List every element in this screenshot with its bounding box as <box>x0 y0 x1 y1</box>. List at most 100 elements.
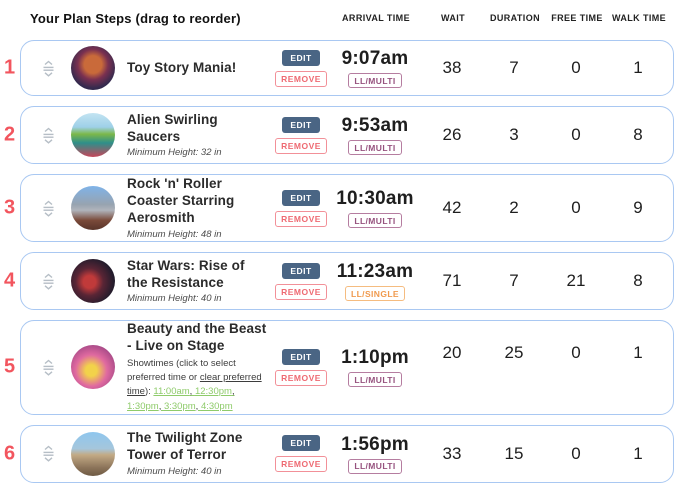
plan-step-card: Star Wars: Rise of the Resistance Minimu… <box>20 252 674 310</box>
plan-step-row: 4 Star Wars: Rise of the Resistance Mini… <box>20 252 674 310</box>
plan-step-row: 5 Beauty and the Beast - Live on Stage S… <box>20 320 674 415</box>
walk-time-value: 9 <box>607 198 669 218</box>
free-time-value: 21 <box>545 271 607 291</box>
edit-button[interactable]: EDIT <box>282 50 319 66</box>
arrival-time: 10:30am <box>336 188 413 210</box>
remove-button[interactable]: REMOVE <box>275 138 327 154</box>
duration-value: 15 <box>483 444 545 464</box>
lightning-lane-badge: LL/MULTI <box>348 372 401 387</box>
attraction-photo <box>71 432 115 476</box>
arrival-time: 1:10pm <box>341 347 409 369</box>
showtime-link[interactable]: 1:30pm <box>127 401 164 412</box>
duration-value: 2 <box>483 198 545 218</box>
drag-handle-icon[interactable] <box>31 273 65 290</box>
showtime-link[interactable]: 3:30pm <box>164 401 201 412</box>
remove-button[interactable]: REMOVE <box>275 71 327 87</box>
walk-time-value: 1 <box>607 444 669 464</box>
plan-step-card: Rock 'n' Roller Coaster Starring Aerosmi… <box>20 174 674 242</box>
arrival-time: 9:53am <box>342 115 409 137</box>
duration-value: 7 <box>483 58 545 78</box>
attraction-name: The Twilight Zone Tower of Terror <box>127 430 267 464</box>
step-number: 2 <box>4 124 15 147</box>
showtime-link[interactable]: 11:00am <box>153 386 195 397</box>
plan-step-card: Toy Story Mania! EDIT REMOVE 9:07am LL/M… <box>20 40 674 96</box>
edit-button[interactable]: EDIT <box>282 435 319 451</box>
lightning-lane-badge: LL/MULTI <box>348 73 401 88</box>
duration-value: 3 <box>483 125 545 145</box>
edit-button[interactable]: EDIT <box>282 190 319 206</box>
attraction-name: Rock 'n' Roller Coaster Starring Aerosmi… <box>127 176 267 227</box>
duration-value: 25 <box>483 343 545 363</box>
plan-step-card: Beauty and the Beast - Live on Stage Sho… <box>20 320 674 415</box>
edit-button[interactable]: EDIT <box>282 117 319 133</box>
lightning-lane-badge: LL/MULTI <box>348 459 401 474</box>
duration-value: 7 <box>483 271 545 291</box>
plan-step-row: 6 The Twilight Zone Tower of Terror Mini… <box>20 425 674 483</box>
step-number: 4 <box>4 270 15 293</box>
step-number: 5 <box>4 356 15 379</box>
wait-value: 71 <box>421 271 483 291</box>
showtimes-text: Showtimes (click to select preferred tim… <box>127 357 267 414</box>
edit-button[interactable]: EDIT <box>282 263 319 279</box>
free-time-value: 0 <box>545 58 607 78</box>
attraction-name: Beauty and the Beast - Live on Stage <box>127 321 267 355</box>
drag-handle-icon[interactable] <box>31 60 65 77</box>
plan-steps-panel: Your Plan Steps (drag to reorder) ARRIVA… <box>0 0 690 483</box>
wait-value: 42 <box>421 198 483 218</box>
plan-step-card: Alien Swirling Saucers Minimum Height: 3… <box>20 106 674 164</box>
attraction-name: Star Wars: Rise of the Resistance <box>127 258 267 292</box>
edit-button[interactable]: EDIT <box>282 349 319 365</box>
step-number: 6 <box>4 442 15 465</box>
attraction-name: Alien Swirling Saucers <box>127 112 267 146</box>
showtime-link[interactable]: 12:30pm <box>195 386 235 397</box>
plan-step-card: The Twilight Zone Tower of Terror Minimu… <box>20 425 674 483</box>
minimum-height-label: Minimum Height: 32 in <box>127 147 267 158</box>
remove-button[interactable]: REMOVE <box>275 211 327 227</box>
plan-step-row: 1 Toy Story Mania! EDIT REMOVE 9:07am LL… <box>20 40 674 96</box>
arrival-time: 11:23am <box>337 261 413 283</box>
column-header-duration: DURATION <box>484 13 546 23</box>
plan-step-row: 3 Rock 'n' Roller Coaster Starring Aeros… <box>20 174 674 242</box>
lightning-lane-badge: LL/MULTI <box>348 140 401 155</box>
lightning-lane-badge: LL/MULTI <box>348 213 401 228</box>
free-time-value: 0 <box>545 444 607 464</box>
walk-time-value: 8 <box>607 271 669 291</box>
page-title: Your Plan Steps (drag to reorder) <box>30 11 330 26</box>
free-time-value: 0 <box>545 343 607 363</box>
column-header-wait: WAIT <box>422 13 484 23</box>
wait-value: 33 <box>421 444 483 464</box>
column-header-arrival-time: ARRIVAL TIME <box>330 13 422 23</box>
drag-handle-icon[interactable] <box>31 127 65 144</box>
drag-handle-icon[interactable] <box>31 445 65 462</box>
wait-value: 20 <box>421 343 483 363</box>
walk-time-value: 1 <box>607 343 669 363</box>
free-time-value: 0 <box>545 198 607 218</box>
table-header: Your Plan Steps (drag to reorder) ARRIVA… <box>20 6 674 28</box>
walk-time-value: 8 <box>607 125 669 145</box>
minimum-height-label: Minimum Height: 48 in <box>127 229 267 240</box>
arrival-time: 9:07am <box>342 48 409 70</box>
drag-handle-icon[interactable] <box>31 200 65 217</box>
walk-time-value: 1 <box>607 58 669 78</box>
plan-step-row: 2 Alien Swirling Saucers Minimum Height:… <box>20 106 674 164</box>
attraction-photo <box>71 113 115 157</box>
wait-value: 26 <box>421 125 483 145</box>
arrival-time: 1:56pm <box>341 434 409 456</box>
wait-value: 38 <box>421 58 483 78</box>
lightning-lane-badge: LL/SINGLE <box>345 286 405 301</box>
attraction-name: Toy Story Mania! <box>127 60 267 77</box>
attraction-photo <box>71 46 115 90</box>
free-time-value: 0 <box>545 125 607 145</box>
step-number: 1 <box>4 57 15 80</box>
attraction-photo <box>71 345 115 389</box>
attraction-photo <box>71 186 115 230</box>
remove-button[interactable]: REMOVE <box>275 370 327 386</box>
column-header-free-time: FREE TIME <box>546 13 608 23</box>
showtime-link[interactable]: 4:30pm <box>201 401 233 412</box>
column-header-walk-time: WALK TIME <box>608 13 670 23</box>
drag-handle-icon[interactable] <box>31 359 65 376</box>
attraction-photo <box>71 259 115 303</box>
minimum-height-label: Minimum Height: 40 in <box>127 293 267 304</box>
remove-button[interactable]: REMOVE <box>275 456 327 472</box>
remove-button[interactable]: REMOVE <box>275 284 327 300</box>
